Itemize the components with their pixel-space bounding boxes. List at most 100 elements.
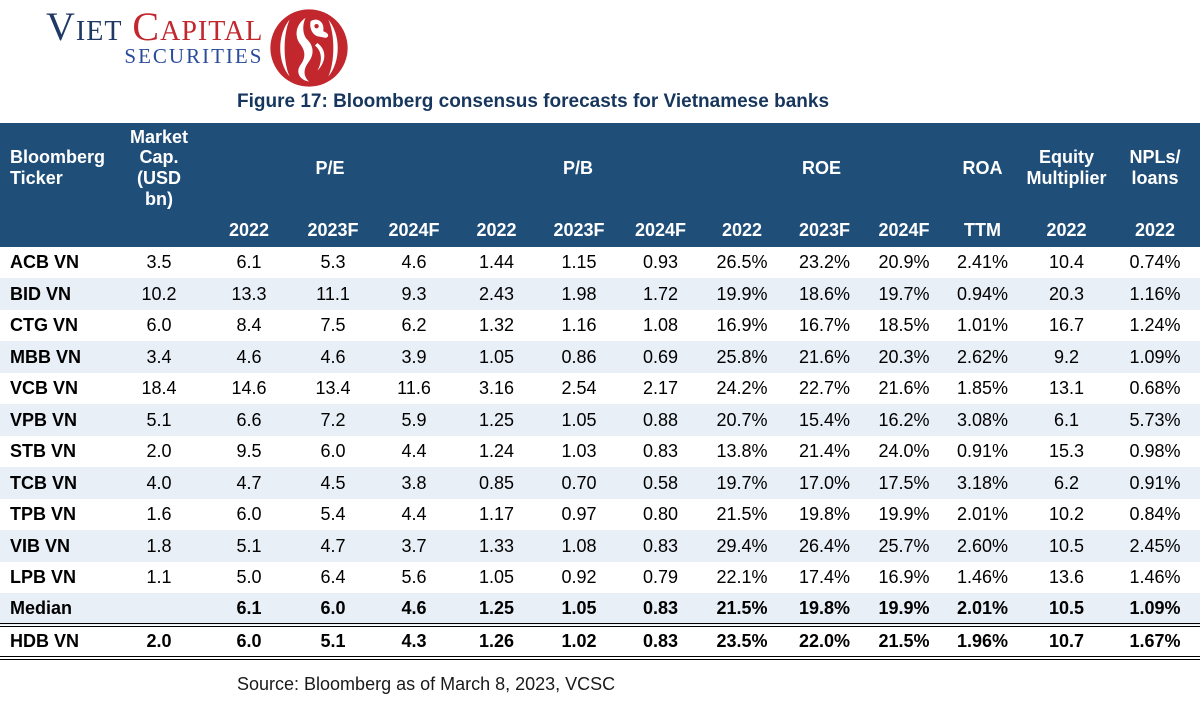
value-cell: 0.84% [1129, 504, 1181, 525]
col-header-bloomberg-ticker: Bloomberg Ticker [0, 122, 113, 213]
value-cell [113, 593, 205, 625]
value-cell: 1.46% [1129, 567, 1181, 588]
value-cell: 4.6 [205, 341, 293, 373]
value-cell: 1.26 [478, 630, 515, 651]
value-cell: 0.58 [620, 467, 702, 499]
value-cell: 6.0 [236, 630, 262, 651]
value-cell: 24.0% [878, 441, 930, 462]
year-header-pe-2023f: 2023F [293, 212, 373, 247]
table-row: ACB VN 3.5 6.1 5.3 4.6 1.44 1.15 0.93 26.5% 23.2%… [0, 247, 1200, 279]
year-header-eqmult-2022: 2022 [1023, 212, 1111, 247]
value-cell: 1.98 [538, 278, 620, 310]
value-cell: 3.18% [942, 467, 1024, 499]
value-cell: 11.1 [293, 278, 373, 310]
value-cell: 19.7% [866, 278, 943, 310]
value-cell: 0.98% [1129, 441, 1181, 462]
value-cell: 5.3 [320, 252, 346, 273]
ticker-cell: MBB VN [0, 341, 113, 373]
value-cell: 3.16 [478, 378, 515, 399]
col-group-pb: P/B [455, 122, 702, 213]
value-cell: 16.7% [798, 315, 851, 336]
value-cell: 4.4 [401, 504, 427, 525]
vcsc-logo: Viet Capital SECURITIES [46, 6, 263, 69]
table-row: Median 6.1 6.0 4.6 1.25 1.05 0.83 21.5% 19.8% 19.… [0, 593, 1200, 625]
value-cell: 14.6 [231, 378, 267, 399]
value-cell: 3.8 [373, 467, 455, 499]
value-cell: 0.83 [642, 441, 679, 462]
value-cell: 17.5% [866, 467, 943, 499]
ticker-cell: VCB VN [10, 378, 79, 399]
value-cell: 0.97 [561, 504, 597, 525]
logo-wordmark: Viet Capital [46, 6, 263, 48]
value-cell: 1.05 [478, 567, 515, 588]
value-cell: 6.6 [205, 404, 293, 436]
value-cell: 3.08% [942, 404, 1024, 436]
value-cell: 1.01% [957, 315, 1009, 336]
value-cell: 2.54 [561, 378, 597, 399]
value-cell: 5.4 [320, 504, 346, 525]
value-cell: 4.6 [401, 252, 427, 273]
value-cell: 3.4 [113, 341, 205, 373]
value-cell: 21.6% [783, 341, 867, 373]
value-cell: 6.0 [293, 593, 373, 625]
value-cell: 21.4% [798, 441, 851, 462]
value-cell: 23.5% [716, 630, 768, 651]
value-cell: 1.03 [561, 441, 597, 462]
group-header-row: Bloomberg Ticker Market Cap. (USD bn) P/… [0, 122, 1200, 213]
value-cell: 1.1 [146, 567, 172, 588]
value-cell: 9.2 [1023, 341, 1111, 373]
value-cell: 1.6 [146, 504, 172, 525]
value-cell: 5.6 [401, 567, 427, 588]
ticker-cell: VIB VN [0, 530, 113, 562]
logo-word-capital: Capital [132, 4, 264, 49]
value-cell: 4.3 [401, 630, 427, 651]
value-cell: 0.70 [538, 467, 620, 499]
value-cell: 16.9% [716, 315, 768, 336]
value-cell: 0.93 [642, 252, 679, 273]
value-cell: 0.88 [620, 404, 702, 436]
ticker-cell: ACB VN [10, 252, 80, 273]
value-cell: 22.1% [716, 567, 768, 588]
value-cell: 2.0 [146, 441, 172, 462]
value-cell: 6.2 [401, 315, 427, 336]
value-cell: 1.32 [478, 315, 515, 336]
value-cell: 10.2 [113, 278, 205, 310]
value-cell: 5.1 [113, 404, 205, 436]
value-cell: 1.8 [113, 530, 205, 562]
value-cell: 19.7% [701, 467, 784, 499]
value-cell: 1.85% [957, 378, 1009, 399]
value-cell: 5.9 [373, 404, 455, 436]
value-cell: 15.4% [783, 404, 867, 436]
value-cell: 0.91% [1110, 467, 1200, 499]
value-cell: 13.8% [716, 441, 768, 462]
year-header-roe-2022: 2022 [701, 212, 784, 247]
value-cell: 1.24% [1129, 315, 1181, 336]
value-cell: 23.2% [798, 252, 851, 273]
value-cell: 16.7 [1049, 315, 1085, 336]
table-row: LPB VN 1.1 5.0 6.4 5.6 1.05 0.92 0.79 22.1% 17.4%… [0, 562, 1200, 594]
year-header-pb-2024f: 2024F [620, 212, 702, 247]
table-row: STB VN 2.0 9.5 6.0 4.4 1.24 1.03 0.83 13.8% 21.4%… [0, 436, 1200, 468]
value-cell: 15.3 [1049, 441, 1085, 462]
table-body: ACB VN 3.5 6.1 5.3 4.6 1.44 1.15 0.93 26.5% 23.2%… [0, 247, 1200, 625]
value-cell: 20.3% [866, 341, 943, 373]
value-cell: 4.7 [293, 530, 373, 562]
table-row: VIB VN 1.8 5.1 4.7 3.7 1.33 1.08 0.83 29.4% 26.4%… [0, 530, 1200, 562]
value-cell: 21.5% [716, 504, 768, 525]
value-cell: 10.7 [1049, 630, 1085, 651]
value-cell: 9.5 [236, 441, 262, 462]
value-cell: 13.1 [1049, 378, 1085, 399]
value-cell: 8.4 [236, 315, 262, 336]
value-cell: 0.85 [455, 467, 538, 499]
col-group-roa: ROA [942, 122, 1024, 213]
value-cell: 1.08 [538, 530, 620, 562]
value-cell: 17.4% [798, 567, 851, 588]
year-header-empty [0, 212, 113, 247]
ticker-cell: HDB VN [10, 630, 80, 651]
table-row: TCB VN 4.0 4.7 4.5 3.8 0.85 0.70 0.58 19.7% 17.0%… [0, 467, 1200, 499]
value-cell: 1.33 [455, 530, 538, 562]
table-row: MBB VN 3.4 4.6 4.6 3.9 1.05 0.86 0.69 25.8% 21.6%… [0, 341, 1200, 373]
brand-header: Viet Capital SECURITIES [0, 0, 1200, 88]
value-cell: 18.6% [783, 278, 867, 310]
value-cell: 0.83 [620, 593, 702, 625]
